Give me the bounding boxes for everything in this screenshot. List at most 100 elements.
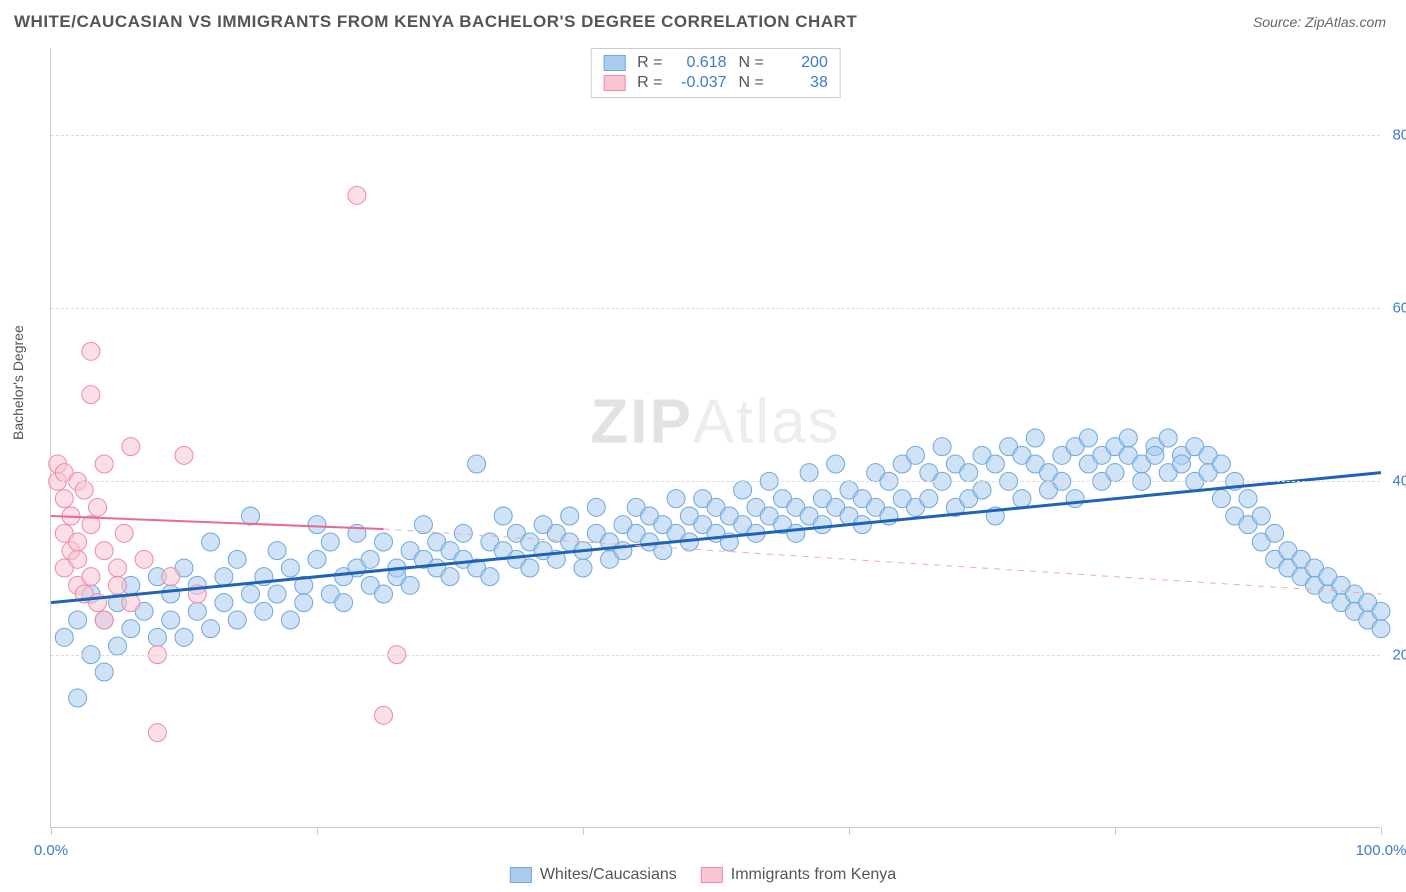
data-point bbox=[82, 386, 100, 404]
data-point bbox=[242, 507, 260, 525]
legend-row-whites: R = 0.618 N = 200 bbox=[591, 53, 840, 73]
gridline bbox=[51, 481, 1380, 482]
data-point bbox=[587, 498, 605, 516]
data-point bbox=[734, 481, 752, 499]
data-point bbox=[268, 542, 286, 560]
data-point bbox=[494, 507, 512, 525]
data-point bbox=[800, 464, 818, 482]
data-point bbox=[1066, 490, 1084, 508]
scatter-plot-svg bbox=[51, 48, 1380, 827]
swatch-kenya bbox=[603, 75, 625, 91]
legend-label-kenya: Immigrants from Kenya bbox=[731, 866, 896, 884]
data-point bbox=[82, 568, 100, 586]
n-value-whites: 200 bbox=[776, 54, 828, 72]
data-point bbox=[308, 550, 326, 568]
data-point bbox=[986, 455, 1004, 473]
data-point bbox=[109, 637, 127, 655]
r-value-whites: 0.618 bbox=[675, 54, 727, 72]
x-tick bbox=[1381, 827, 1382, 835]
data-point bbox=[1146, 446, 1164, 464]
data-point bbox=[162, 568, 180, 586]
y-tick-label: 80.0% bbox=[1392, 126, 1406, 143]
data-point bbox=[228, 611, 246, 629]
data-point bbox=[95, 455, 113, 473]
trend-line bbox=[51, 473, 1381, 603]
data-point bbox=[1212, 455, 1230, 473]
data-point bbox=[82, 342, 100, 360]
legend-label-whites: Whites/Caucasians bbox=[540, 866, 677, 884]
r-label: R = bbox=[637, 74, 662, 92]
swatch-whites bbox=[510, 867, 532, 883]
data-point bbox=[933, 438, 951, 456]
data-point bbox=[115, 524, 133, 542]
data-point bbox=[1212, 490, 1230, 508]
data-point bbox=[787, 524, 805, 542]
data-point bbox=[827, 455, 845, 473]
x-tick bbox=[1115, 827, 1116, 835]
data-point bbox=[375, 706, 393, 724]
data-point bbox=[468, 455, 486, 473]
data-point bbox=[69, 689, 87, 707]
chart-plot-area: ZIPAtlas R = 0.618 N = 200 R = -0.037 N … bbox=[50, 48, 1380, 828]
data-point bbox=[1106, 464, 1124, 482]
data-point bbox=[162, 611, 180, 629]
data-point bbox=[1372, 602, 1390, 620]
data-point bbox=[109, 576, 127, 594]
n-label: N = bbox=[739, 54, 764, 72]
chart-title: WHITE/CAUCASIAN VS IMMIGRANTS FROM KENYA… bbox=[14, 12, 857, 32]
data-point bbox=[1026, 429, 1044, 447]
data-point bbox=[348, 186, 366, 204]
data-point bbox=[242, 585, 260, 603]
trend-line bbox=[51, 516, 384, 529]
data-point bbox=[281, 611, 299, 629]
data-point bbox=[69, 611, 87, 629]
data-point bbox=[215, 568, 233, 586]
data-point bbox=[361, 550, 379, 568]
source-attribution: Source: ZipAtlas.com bbox=[1253, 14, 1386, 30]
data-point bbox=[188, 602, 206, 620]
data-point bbox=[95, 663, 113, 681]
series-legend: Whites/Caucasians Immigrants from Kenya bbox=[510, 866, 896, 884]
data-point bbox=[122, 438, 140, 456]
data-point bbox=[561, 507, 579, 525]
data-point bbox=[907, 446, 925, 464]
data-point bbox=[69, 550, 87, 568]
data-point bbox=[55, 628, 73, 646]
x-tick-label: 100.0% bbox=[1356, 842, 1406, 859]
y-axis-label: Bachelor's Degree bbox=[10, 325, 26, 440]
data-point bbox=[574, 559, 592, 577]
swatch-kenya bbox=[701, 867, 723, 883]
data-point bbox=[175, 628, 193, 646]
data-point bbox=[973, 481, 991, 499]
legend-item-whites: Whites/Caucasians bbox=[510, 866, 677, 884]
gridline bbox=[51, 655, 1380, 656]
y-tick-label: 20.0% bbox=[1392, 646, 1406, 663]
data-point bbox=[441, 568, 459, 586]
data-point bbox=[920, 490, 938, 508]
data-point bbox=[295, 594, 313, 612]
data-point bbox=[268, 585, 286, 603]
data-point bbox=[1079, 429, 1097, 447]
data-point bbox=[1173, 455, 1191, 473]
data-point bbox=[148, 628, 166, 646]
x-tick-label: 0.0% bbox=[34, 842, 68, 859]
data-point bbox=[1239, 490, 1257, 508]
data-point bbox=[481, 568, 499, 586]
data-point bbox=[667, 490, 685, 508]
swatch-whites bbox=[603, 55, 625, 71]
data-point bbox=[1119, 429, 1137, 447]
gridline bbox=[51, 135, 1380, 136]
data-point bbox=[255, 602, 273, 620]
data-point bbox=[375, 533, 393, 551]
data-point bbox=[89, 498, 107, 516]
data-point bbox=[202, 620, 220, 638]
data-point bbox=[335, 594, 353, 612]
data-point bbox=[960, 464, 978, 482]
legend-row-kenya: R = -0.037 N = 38 bbox=[591, 73, 840, 93]
data-point bbox=[401, 576, 419, 594]
x-tick bbox=[317, 827, 318, 835]
data-point bbox=[813, 516, 831, 534]
r-value-kenya: -0.037 bbox=[675, 74, 727, 92]
correlation-legend: R = 0.618 N = 200 R = -0.037 N = 38 bbox=[590, 48, 841, 98]
data-point bbox=[162, 585, 180, 603]
